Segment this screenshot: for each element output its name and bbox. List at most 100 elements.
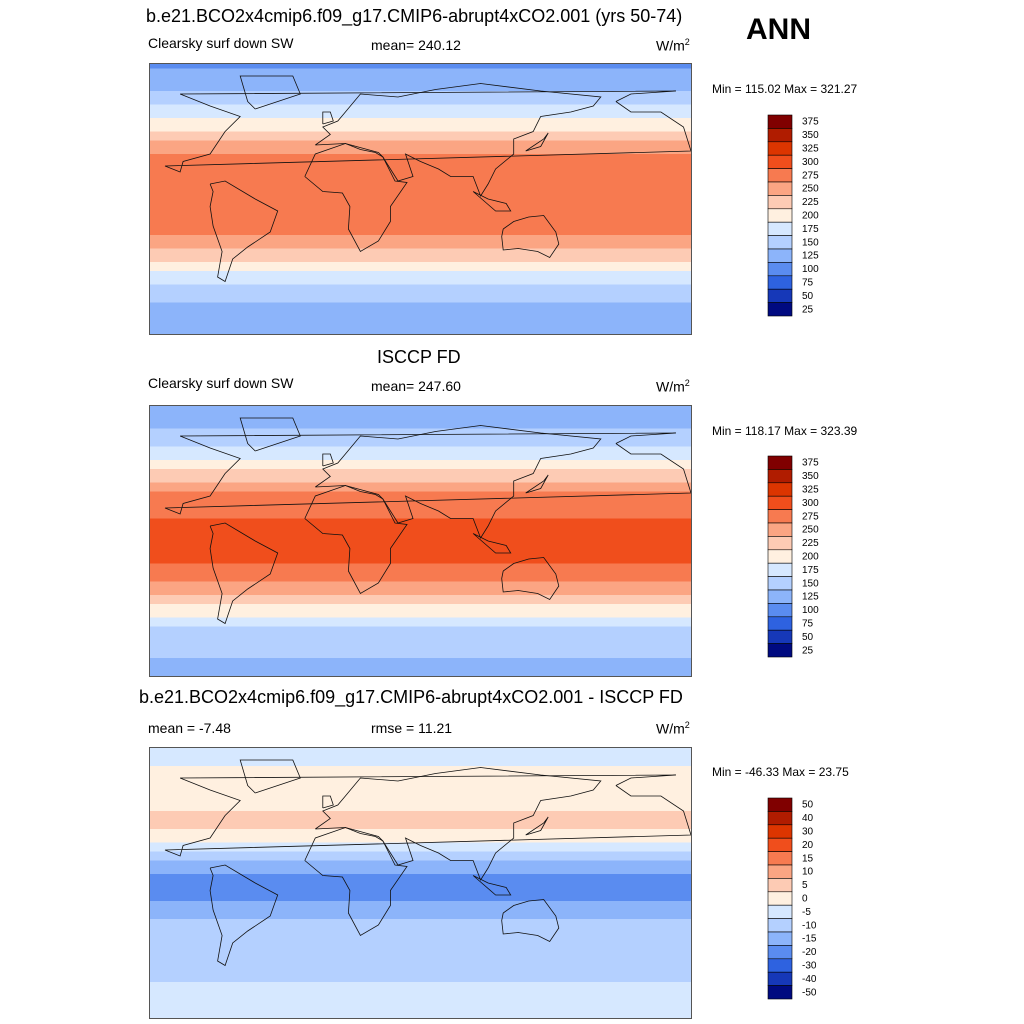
field-band	[150, 608, 691, 614]
field-band	[150, 428, 691, 434]
coastline	[501, 557, 560, 601]
colorbar-swatch	[767, 837, 793, 852]
coastline	[472, 875, 512, 896]
field-band	[150, 82, 691, 88]
coastline	[322, 795, 334, 809]
field-band	[150, 509, 691, 515]
field-band	[150, 950, 691, 956]
panel3-title: b.e21.BCO2x4cmip6.f09_g17.CMIP6-abrupt4x…	[139, 687, 683, 707]
field-band	[150, 1004, 691, 1010]
colorbar-tick-label: 150	[802, 578, 819, 589]
colorbar-swatch	[767, 482, 793, 497]
field-band	[150, 158, 691, 164]
panel3-map-svg	[150, 748, 691, 1018]
field-band	[150, 671, 691, 676]
colorbar-swatch	[767, 549, 793, 564]
field-band	[150, 892, 691, 898]
field-band	[150, 856, 691, 862]
field-band	[150, 604, 691, 610]
field-band	[150, 784, 691, 790]
field-band	[150, 865, 691, 871]
field-band	[150, 527, 691, 533]
field-band	[150, 847, 691, 853]
field-band	[150, 586, 691, 592]
colorbar-tick-label: -5	[802, 907, 811, 918]
field-band	[150, 221, 691, 227]
panel3-rmse-label: rmse = 11.21	[371, 720, 453, 736]
panel1-map-svg	[150, 64, 691, 334]
colorbar-tick-label: -30	[802, 960, 817, 971]
field-band	[150, 563, 691, 569]
field-band	[150, 595, 691, 601]
field-band	[150, 901, 691, 907]
colorbar-tick-label: 250	[802, 525, 819, 536]
field-band	[150, 275, 691, 281]
colorbar-swatch	[767, 181, 793, 196]
colorbar-tick-label: 25	[802, 645, 814, 656]
field-band	[150, 820, 691, 826]
colorbar-tick-label: 25	[802, 304, 814, 315]
field-band	[150, 577, 691, 583]
field-band	[150, 320, 691, 326]
field-band	[150, 617, 691, 623]
colorbar-swatch	[767, 824, 793, 839]
colorbar-tick-label: 125	[802, 251, 819, 262]
coastline	[315, 425, 602, 539]
field-band	[150, 239, 691, 245]
field-band	[150, 95, 691, 101]
colorbar-swatch	[767, 469, 793, 484]
field-band	[150, 986, 691, 992]
panel1-variable-label: Clearsky surf down SW	[148, 35, 294, 51]
field-band	[150, 280, 691, 286]
field-band	[150, 212, 691, 218]
colorbar-swatch	[767, 302, 793, 317]
field-band	[150, 932, 691, 938]
field-band	[150, 905, 691, 911]
colorbar-tick-label: 20	[802, 840, 814, 851]
field-band	[150, 1000, 691, 1006]
field-band	[150, 626, 691, 632]
field-band	[150, 293, 691, 299]
field-band	[150, 68, 691, 74]
colorbar-tick-label: -10	[802, 920, 817, 931]
colorbar-swatch	[767, 455, 793, 470]
field-band	[150, 937, 691, 943]
field-band	[150, 271, 691, 277]
field-band	[150, 91, 691, 97]
field-band	[150, 199, 691, 205]
field-band	[150, 833, 691, 839]
field-band	[150, 613, 691, 619]
panel2-map-svg	[150, 406, 691, 676]
colorbar-tick-label: 375	[802, 458, 819, 469]
colorbar-tick-label: 5	[802, 880, 808, 891]
field-band	[150, 910, 691, 916]
colorbar-swatch	[767, 971, 793, 986]
colorbar-swatch	[767, 275, 793, 290]
field-band	[150, 248, 691, 254]
coastline	[501, 899, 560, 943]
panel2-mean-label: mean= 247.60	[371, 378, 461, 394]
field-band	[150, 775, 691, 781]
field-band	[150, 532, 691, 538]
field-band	[150, 815, 691, 821]
field-band	[150, 793, 691, 799]
colorbar-tick-label: -15	[802, 934, 817, 945]
field-band	[150, 77, 691, 83]
colorbar-tick-label: 275	[802, 170, 819, 181]
colorbar-swatch	[767, 195, 793, 210]
colorbar-swatch	[767, 629, 793, 644]
colorbar-swatch	[767, 288, 793, 303]
colorbar-tick-label: 10	[802, 867, 814, 878]
field-band	[150, 176, 691, 182]
field-band	[150, 923, 691, 929]
field-band	[150, 757, 691, 763]
panel2-minmax: Min = 118.17 Max = 323.39	[712, 424, 858, 438]
field-band	[150, 469, 691, 475]
colorbar-tick-label: 100	[802, 264, 819, 275]
panel1-map	[149, 63, 692, 335]
panel3-mean-label: mean = -7.48	[148, 720, 231, 736]
field-band	[150, 460, 691, 466]
colorbar-tick-label: 175	[802, 224, 819, 235]
field-band	[150, 307, 691, 313]
field-band	[150, 451, 691, 457]
